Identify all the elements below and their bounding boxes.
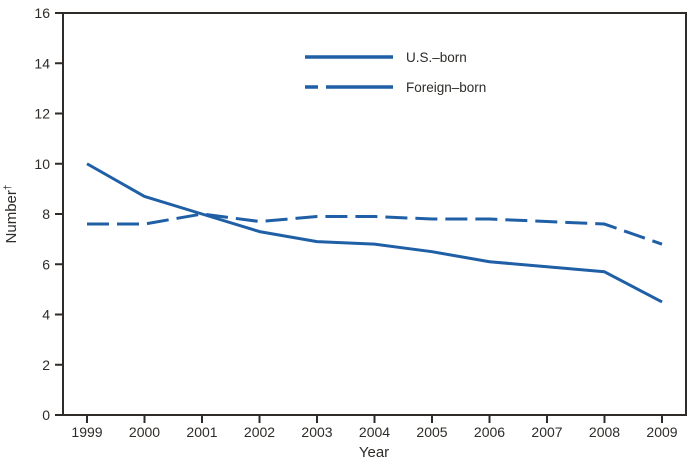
x-tick-label: 2005 — [416, 424, 447, 440]
legend-label-foreign-born: Foreign–born — [406, 80, 486, 95]
plot-frame — [62, 12, 687, 416]
y-tick-label: 0 — [42, 407, 50, 423]
x-tick-label: 2009 — [646, 424, 677, 440]
x-tick-label: 2006 — [474, 424, 505, 440]
x-tick-label: 2000 — [129, 424, 160, 440]
y-axis-title-text: Number — [3, 190, 20, 243]
y-axis-title-dagger: † — [3, 185, 14, 191]
y-tick-label: 16 — [34, 5, 50, 21]
y-tick-label: 2 — [42, 357, 50, 373]
x-tick-label: 2007 — [531, 424, 562, 440]
x-tick-label: 2002 — [244, 424, 275, 440]
plot-series — [86, 162, 663, 304]
series-line-us-born — [86, 162, 663, 304]
x-axis-title: Year — [359, 444, 389, 461]
x-axis: 1999 2000 2001 2002 2003 2004 2005 2006 2007 2008… — [71, 415, 678, 440]
x-tick-label: 2008 — [589, 424, 620, 440]
x-tick-label: 2003 — [301, 424, 332, 440]
legend-label-us-born: U.S.–born — [406, 50, 467, 65]
series-line-foreign-born — [87, 212, 663, 246]
y-tick-label: 4 — [42, 307, 50, 323]
y-tick-label: 8 — [42, 206, 50, 222]
y-axis: 0 2 4 6 8 10 12 14 16 — [34, 5, 63, 423]
legend: U.S.–born Foreign–born — [305, 50, 486, 95]
y-tick-label: 10 — [34, 156, 50, 172]
x-tick-label: 1999 — [71, 424, 102, 440]
x-tick-label: 2004 — [359, 424, 390, 440]
y-tick-label: 12 — [34, 106, 50, 122]
x-tick-label: 2001 — [186, 424, 217, 440]
y-axis-title: Number† — [3, 185, 20, 244]
y-tick-label: 14 — [34, 55, 50, 71]
y-tick-label: 6 — [42, 256, 50, 272]
